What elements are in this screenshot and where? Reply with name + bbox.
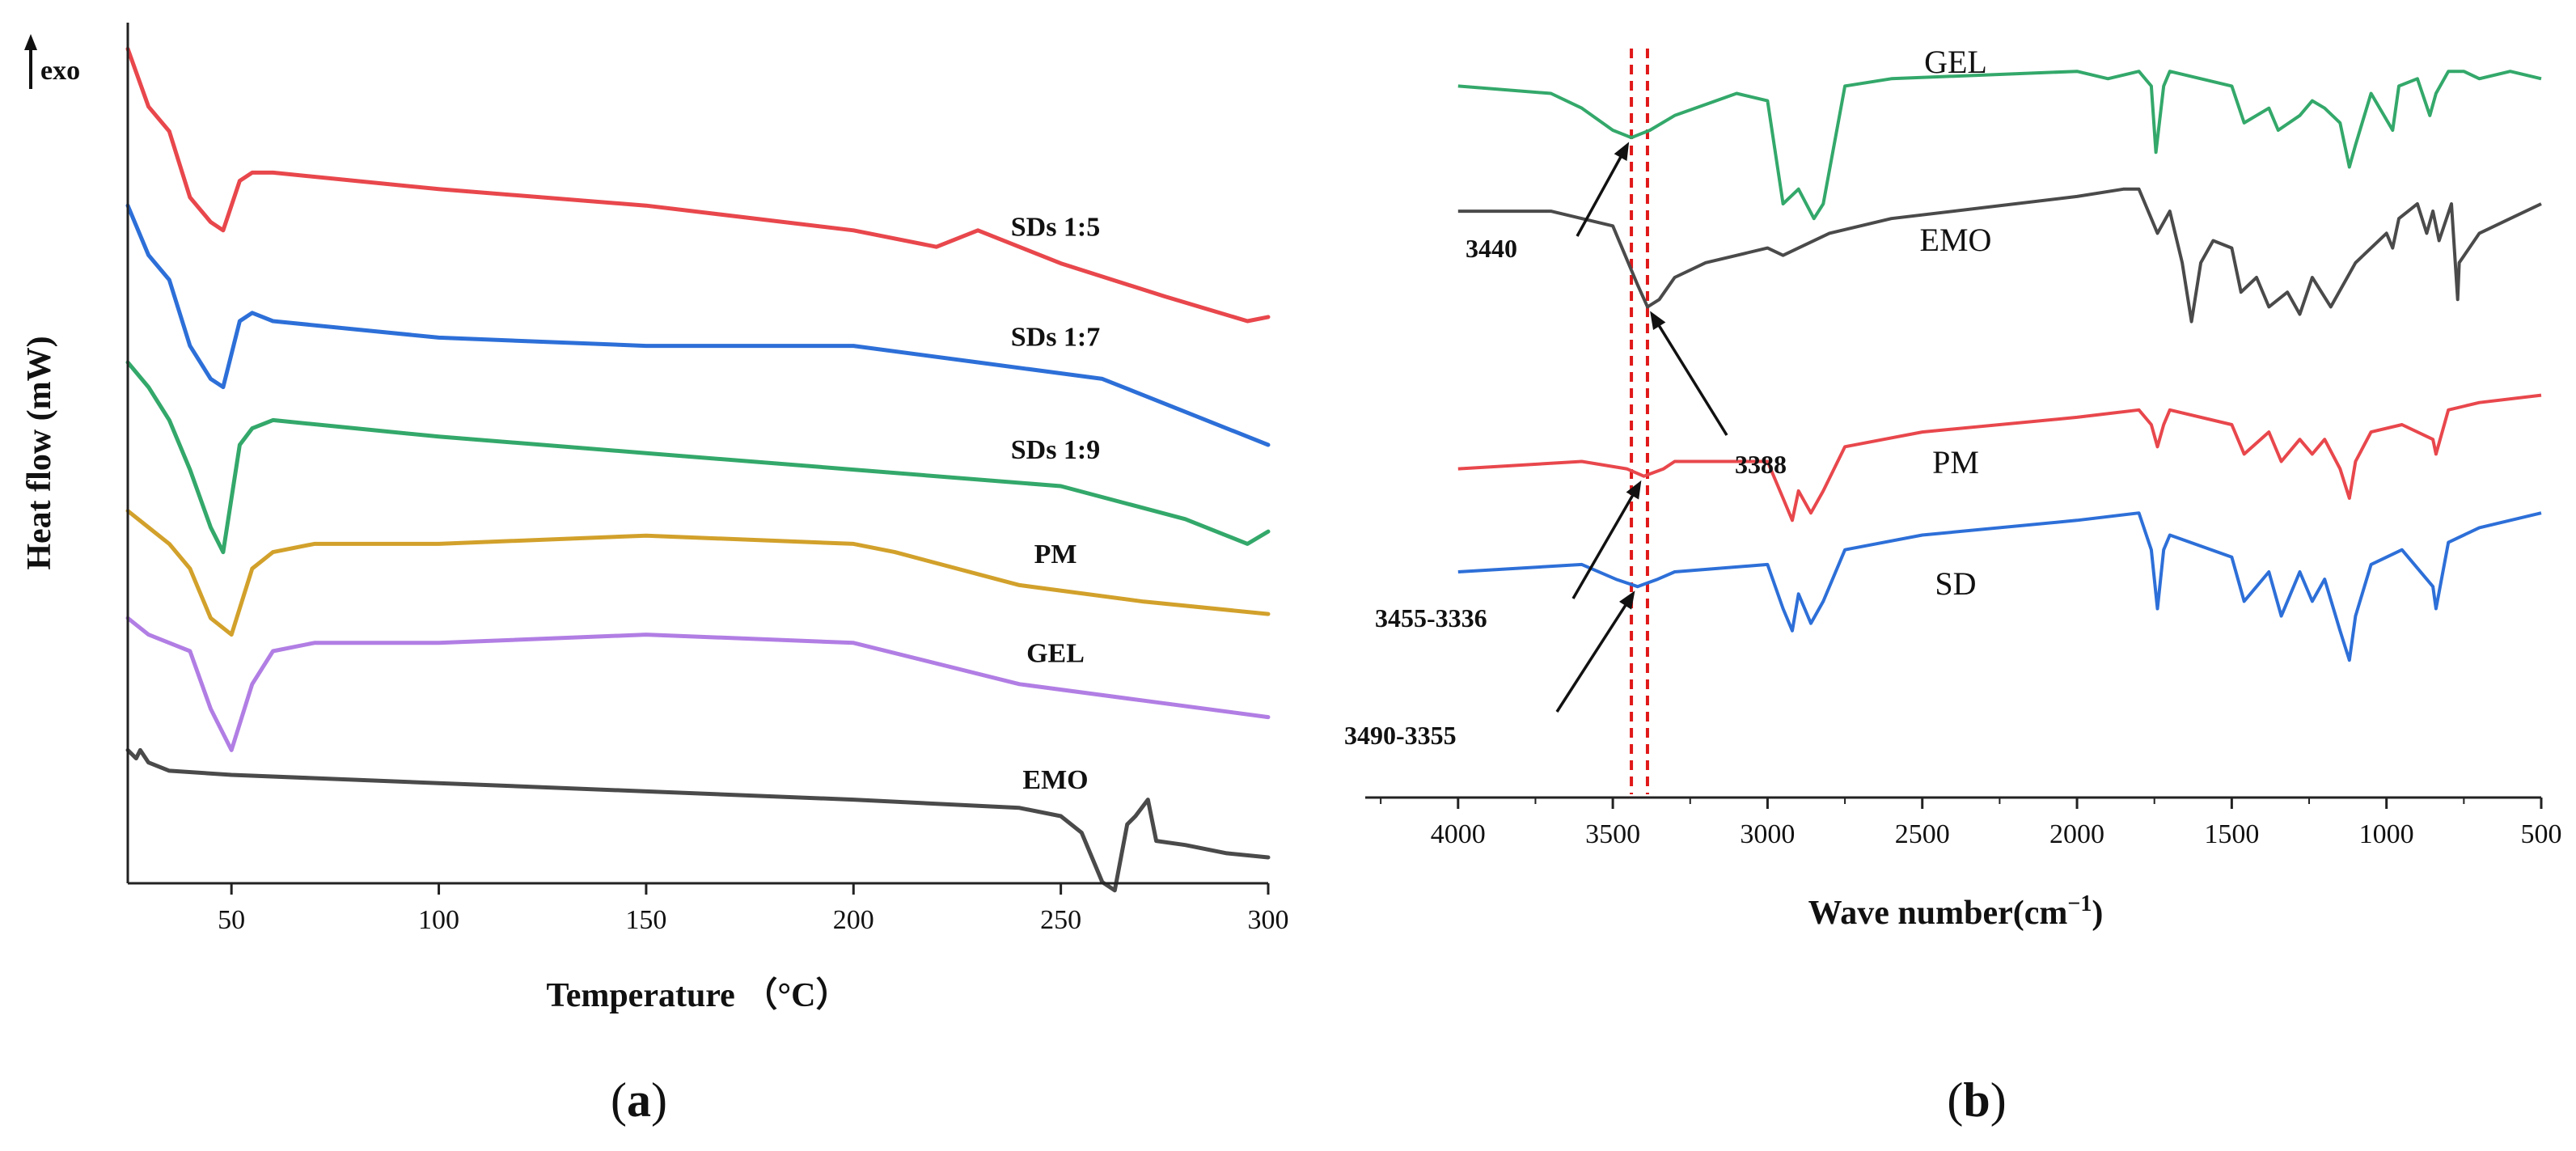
ftir-peak-label: 3490-3355: [1344, 721, 1457, 750]
dsc-curve-sds-1-9: [125, 360, 1271, 555]
ftir-reference-lines: [1630, 49, 1649, 794]
dsc-curve-sds-1-7: [125, 203, 1271, 447]
panel-a-caption: (a): [611, 1073, 667, 1127]
ftir-curve-emo: [1457, 187, 2542, 324]
dsc-series-label-sds-1-9: SDs 1:9: [1011, 435, 1101, 465]
ftir-x-tick-label: 1500: [2204, 819, 2259, 849]
ftir-series-label-pm: PM: [1932, 444, 1979, 480]
dsc-curve-sds-1-5: [125, 46, 1271, 324]
ftir-peak-label: 3440: [1466, 234, 1517, 263]
dsc-series-label-emo: EMO: [1022, 765, 1088, 795]
ftir-x-ticks: 4000 3500 3000 2500 2000 1500 1000 500: [1380, 798, 2562, 849]
dsc-panel: exo SDs 1:5 SDs 1:7 SDs 1:9 PM GEL EMO 50 100 1…: [21, 23, 1289, 1127]
ftir-x-tick-label: 3500: [1585, 819, 1640, 849]
dsc-series-label-pm: PM: [1034, 540, 1077, 569]
dsc-series-labels: SDs 1:5 SDs 1:7 SDs 1:9 PM GEL EMO: [1011, 213, 1101, 795]
dsc-exo-label: exo: [40, 56, 80, 86]
ftir-peak-label: 3388: [1735, 450, 1787, 479]
ftir-x-tick-label: 3000: [1740, 819, 1795, 849]
ftir-curve-pm: [1457, 393, 2542, 523]
ftir-curve-gel: [1457, 70, 2542, 221]
ftir-curve-sd: [1457, 511, 2542, 662]
dsc-x-tick-label: 250: [1040, 905, 1081, 935]
dsc-series-label-sds-1-7: SDs 1:7: [1011, 323, 1101, 353]
ftir-x-tick-label: 2500: [1895, 819, 1950, 849]
ftir-series-label-gel: GEL: [1924, 44, 1987, 80]
ftir-peak-arrow-line: [1654, 319, 1728, 436]
dsc-curve-gel: [125, 616, 1271, 752]
ftir-peak-arrow-head: [1626, 480, 1642, 500]
ftir-peak-arrow-head: [1618, 590, 1635, 610]
ftir-peak-arrow-line: [1571, 489, 1637, 599]
dsc-x-axis-title: Temperature （°C）: [547, 976, 850, 1014]
ftir-x-tick-label: 1000: [2359, 819, 2414, 849]
dsc-x-tick-label: 50: [218, 905, 245, 935]
ftir-peak-arrow-head: [1650, 311, 1666, 330]
ftir-series-label-emo: EMO: [1920, 222, 1992, 258]
ftir-series-label-sd: SD: [1935, 565, 1976, 602]
ftir-x-axis-title: Wave number(cm−1): [1808, 891, 2104, 932]
dsc-x-tick-label: 100: [418, 905, 459, 935]
dsc-curve-emo: [125, 747, 1271, 893]
dsc-series-group: [125, 46, 1271, 893]
dsc-x-ticks: 50 100 150 200 250 300: [218, 883, 1289, 935]
ftir-panel: GEL EMO PM SD 3440 3388 3455-3336 3490-3355 40…: [1344, 44, 2562, 1127]
ftir-peak-arrow-line: [1576, 150, 1625, 237]
dsc-exo-arrow: [24, 34, 37, 89]
ftir-peak-annotations: 3440 3388 3455-3336 3490-3355: [1344, 142, 1787, 750]
dsc-series-label-sds-1-5: SDs 1:5: [1011, 213, 1101, 243]
dsc-x-tick-label: 150: [625, 905, 666, 935]
ftir-peak-label: 3455-3336: [1375, 603, 1487, 633]
ftir-peak-arrow-line: [1555, 599, 1631, 713]
dsc-curve-pm: [125, 509, 1271, 637]
ftir-x-tick-label: 4000: [1431, 819, 1486, 849]
dsc-series-label-gel: GEL: [1026, 639, 1085, 669]
ftir-series-labels: GEL EMO PM SD: [1920, 44, 1992, 602]
ftir-x-tick-label: 2000: [2049, 819, 2104, 849]
dsc-x-tick-label: 200: [833, 905, 874, 935]
panel-b-caption: (b): [1947, 1073, 2006, 1127]
ftir-series-group: [1457, 70, 2542, 662]
dsc-y-axis-title: Heat flow (mW): [21, 336, 58, 569]
ftir-peak-arrow-head: [1614, 142, 1630, 161]
dsc-x-tick-label: 300: [1248, 905, 1289, 935]
ftir-x-tick-label: 500: [2521, 819, 2562, 849]
